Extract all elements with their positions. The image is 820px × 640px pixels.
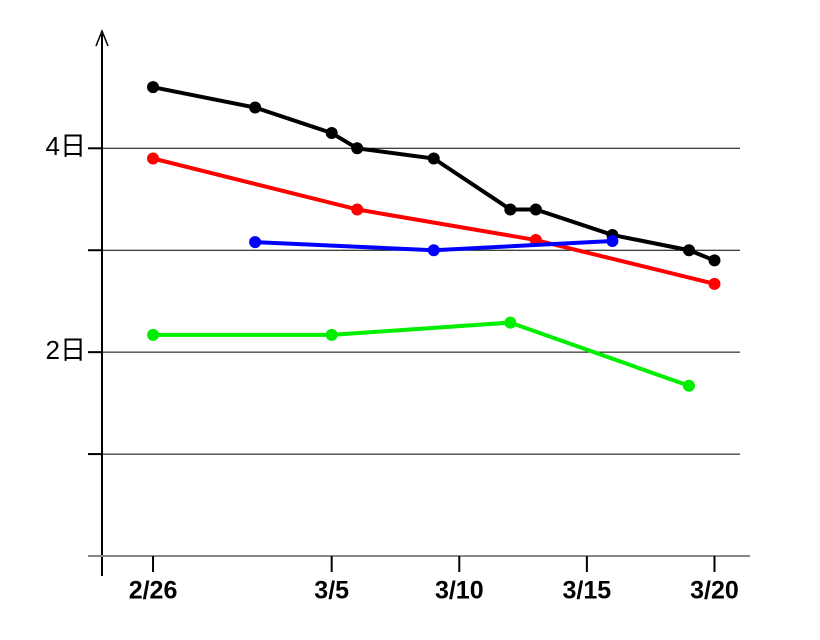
point bbox=[325, 127, 338, 140]
point bbox=[249, 236, 262, 249]
point bbox=[147, 81, 160, 94]
point bbox=[682, 244, 695, 257]
y-tick-label: 4日 bbox=[46, 131, 86, 161]
point bbox=[351, 203, 364, 216]
point bbox=[529, 203, 542, 216]
series-line bbox=[152, 156, 715, 286]
point bbox=[427, 244, 440, 257]
point bbox=[427, 152, 440, 165]
x-tick-label: 3/15 bbox=[563, 577, 612, 605]
point bbox=[325, 328, 338, 341]
point bbox=[147, 328, 160, 341]
series-line bbox=[153, 320, 690, 388]
point bbox=[504, 316, 517, 329]
point bbox=[504, 203, 517, 216]
x-tick-label: 3/10 bbox=[435, 577, 484, 605]
series-line bbox=[152, 85, 716, 263]
point bbox=[606, 235, 619, 248]
point bbox=[249, 101, 262, 114]
y-tick-label: 2日 bbox=[46, 335, 86, 365]
x-tick-label: 3/5 bbox=[314, 577, 349, 605]
point bbox=[147, 152, 160, 165]
point bbox=[708, 254, 721, 267]
x-tick-label: 2/26 bbox=[129, 577, 178, 605]
point bbox=[708, 277, 721, 290]
y-axis-arrow bbox=[95, 28, 109, 47]
x-tick-label: 3/20 bbox=[690, 577, 739, 605]
point bbox=[682, 379, 695, 392]
point bbox=[351, 142, 364, 155]
